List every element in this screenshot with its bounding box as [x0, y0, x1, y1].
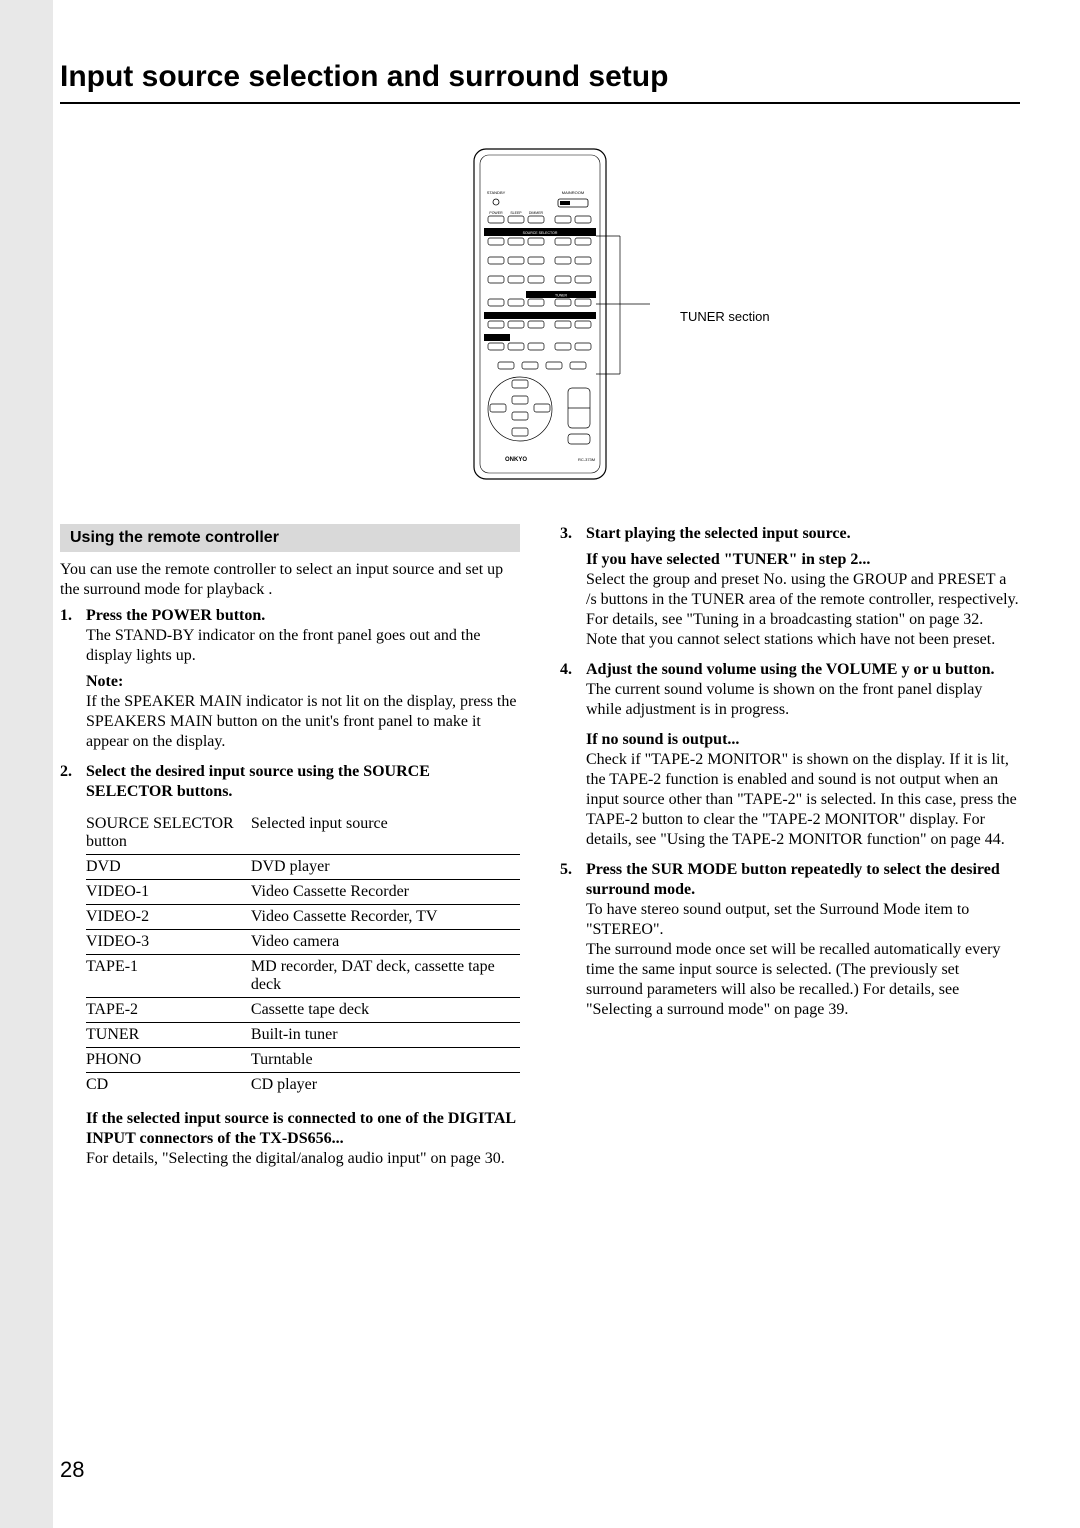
svg-text:STANDBY: STANDBY	[487, 190, 506, 195]
table-cell: Video Cassette Recorder, TV	[251, 905, 520, 930]
step-body: Adjust the sound volume using the VOLUME…	[586, 660, 1020, 720]
remote-illustration: STANDBY MAINROOM POWER SLEEP DIMMER SOUR…	[60, 144, 1020, 484]
step-body: Start playing the selected input source.	[586, 524, 1020, 544]
note: Note: If the SPEAKER MAIN indicator is n…	[86, 672, 520, 752]
table-row: CDCD player	[86, 1073, 520, 1098]
table-cell: VIDEO-3	[86, 930, 251, 955]
step-body: Press the SUR MODE button repeatedly to …	[586, 860, 1020, 1020]
step-3: 3. Start playing the selected input sour…	[560, 524, 1020, 544]
table-cell: Turntable	[251, 1048, 520, 1073]
step-num: 3.	[560, 524, 586, 544]
page-number: 28	[60, 1457, 84, 1483]
section-header: Using the remote controller	[60, 524, 520, 552]
table-cell: TAPE-2	[86, 998, 251, 1023]
intro-text: You can use the remote controller to sel…	[60, 560, 520, 600]
sub-body2: Note that you cannot select stations whi…	[586, 631, 995, 648]
table-cell: CD player	[251, 1073, 520, 1098]
table-cell: MD recorder, DAT deck, cassette tape dec…	[251, 955, 520, 998]
title-rule	[60, 102, 1020, 104]
after-table: If the selected input source is connecte…	[86, 1109, 520, 1169]
table-row: VIDEO-2Video Cassette Recorder, TV	[86, 905, 520, 930]
svg-text:POWER: POWER	[489, 211, 503, 215]
sub-title: If no sound is output...	[586, 731, 739, 748]
table-cell: Cassette tape deck	[251, 998, 520, 1023]
svg-text:TUNER: TUNER	[555, 294, 568, 298]
svg-text:SLEEP: SLEEP	[510, 211, 522, 215]
step3-sub: If you have selected "TUNER" in step 2..…	[586, 550, 1020, 650]
left-column: Using the remote controller You can use …	[60, 524, 520, 1175]
step-title: Select the desired input source using th…	[86, 763, 430, 800]
table-cell: DVD	[86, 855, 251, 880]
table-header: Selected input source	[251, 812, 520, 855]
step-4: 4. Adjust the sound volume using the VOL…	[560, 660, 1020, 720]
step-text: The current sound volume is shown on the…	[586, 681, 982, 718]
step-num: 1.	[60, 606, 86, 666]
right-column: 3. Start playing the selected input sour…	[560, 524, 1020, 1175]
step-num: 4.	[560, 660, 586, 720]
note-body: If the SPEAKER MAIN indicator is not lit…	[86, 693, 516, 750]
step-title: Adjust the sound volume using the VOLUME…	[586, 661, 995, 678]
step-title: Press the POWER button.	[86, 607, 265, 624]
after-table-title: If the selected input source is connecte…	[86, 1110, 515, 1147]
step-2: 2. Select the desired input source using…	[60, 762, 520, 802]
table-header: SOURCE SELECTOR button	[86, 812, 251, 855]
svg-text:RC-373M: RC-373M	[578, 457, 595, 462]
table-cell: Video Cassette Recorder	[251, 880, 520, 905]
page-title: Input source selection and surround setu…	[60, 60, 1020, 94]
step-1: 1. Press the POWER button. The STAND-BY …	[60, 606, 520, 666]
step-5: 5. Press the SUR MODE button repeatedly …	[560, 860, 1020, 1020]
table-cell: PHONO	[86, 1048, 251, 1073]
page-content: Input source selection and surround setu…	[0, 0, 1080, 1215]
step-text: The STAND-BY indicator on the front pane…	[86, 627, 480, 664]
table-cell: CD	[86, 1073, 251, 1098]
table-row: VIDEO-3Video camera	[86, 930, 520, 955]
note-label: Note:	[86, 673, 123, 690]
step-text: To have stereo sound output, set the Sur…	[586, 901, 969, 938]
sub-body: Select the group and preset No. using th…	[586, 571, 1019, 628]
table-row: TAPE-1MD recorder, DAT deck, cassette ta…	[86, 955, 520, 998]
step-num: 5.	[560, 860, 586, 1020]
step-body: Press the POWER button. The STAND-BY ind…	[86, 606, 520, 666]
step4-sub: If no sound is output... Check if "TAPE-…	[586, 730, 1020, 850]
margin-strip	[0, 0, 53, 1528]
svg-text:SOURCE SELECTOR: SOURCE SELECTOR	[523, 231, 558, 235]
step-text2: The surround mode once set will be recal…	[586, 941, 1001, 1018]
sub-body: Check if "TAPE-2 MONITOR" is shown on th…	[586, 751, 1017, 848]
content-columns: Using the remote controller You can use …	[60, 524, 1020, 1175]
tuner-section-label: TUNER section	[680, 309, 770, 324]
table-row: DVDDVD player	[86, 855, 520, 880]
svg-text:MAINROOM: MAINROOM	[562, 190, 584, 195]
source-selector-table: SOURCE SELECTOR button Selected input so…	[86, 812, 520, 1097]
table-cell: Video camera	[251, 930, 520, 955]
svg-text:ONKYO: ONKYO	[505, 457, 527, 463]
remote-svg: STANDBY MAINROOM POWER SLEEP DIMMER SOUR…	[430, 144, 650, 484]
table-row: PHONOTurntable	[86, 1048, 520, 1073]
table-row: TAPE-2Cassette tape deck	[86, 998, 520, 1023]
table-row: VIDEO-1Video Cassette Recorder	[86, 880, 520, 905]
table-cell: VIDEO-1	[86, 880, 251, 905]
step-body: Select the desired input source using th…	[86, 762, 520, 802]
step-title: Start playing the selected input source.	[586, 525, 851, 542]
table-wrap: SOURCE SELECTOR button Selected input so…	[86, 812, 520, 1097]
table-cell: TUNER	[86, 1023, 251, 1048]
table-cell: DVD player	[251, 855, 520, 880]
step-title: Press the SUR MODE button repeatedly to …	[586, 861, 1000, 898]
step-num: 2.	[60, 762, 86, 802]
table-cell: Built-in tuner	[251, 1023, 520, 1048]
table-cell: VIDEO-2	[86, 905, 251, 930]
table-row: TUNERBuilt-in tuner	[86, 1023, 520, 1048]
after-table-body: For details, "Selecting the digital/anal…	[86, 1150, 505, 1167]
svg-text:DIMMER: DIMMER	[529, 211, 544, 215]
table-cell: TAPE-1	[86, 955, 251, 998]
sub-title: If you have selected "TUNER" in step 2..…	[586, 551, 870, 568]
